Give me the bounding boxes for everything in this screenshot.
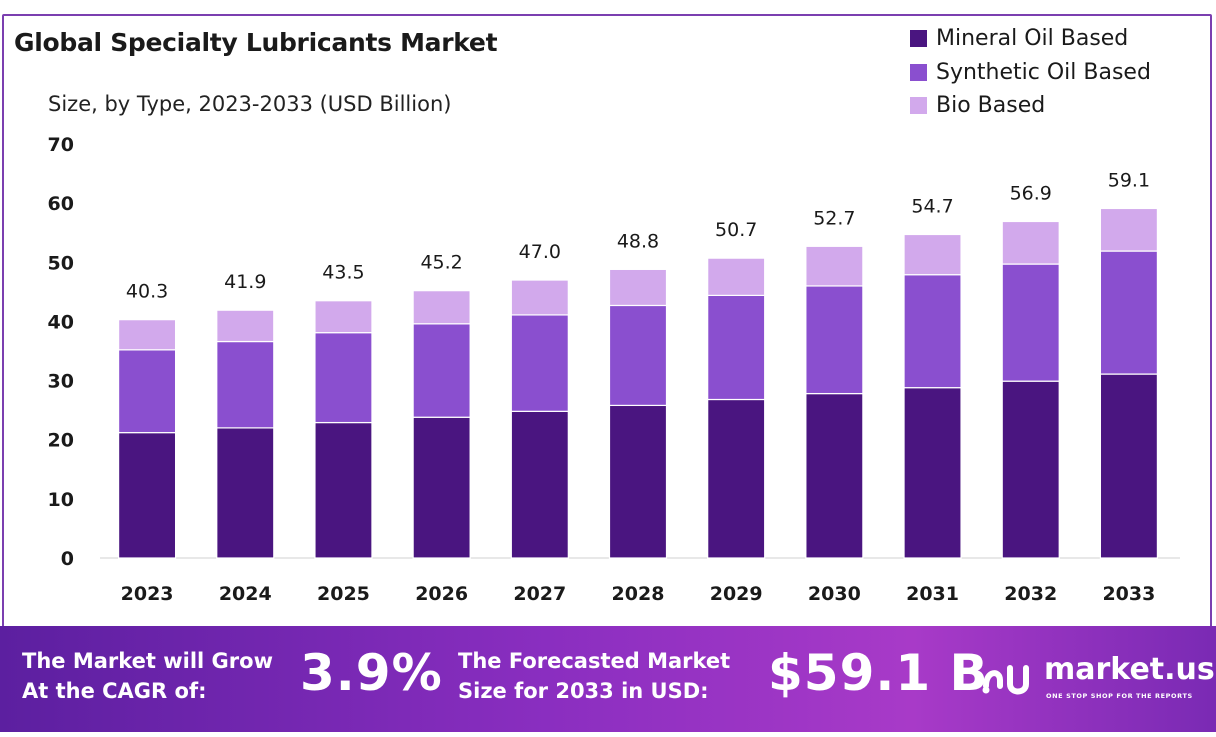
bar-segment-synthetic-oil-based: [1001, 263, 1060, 382]
bar-segment-synthetic-oil-based: [216, 340, 275, 429]
bar-total-label: 54.7: [911, 195, 953, 217]
x-tick-label: 2027: [513, 583, 566, 605]
bar-segment-mineral-oil-based: [412, 416, 471, 559]
legend-swatch-mineral: [910, 30, 927, 48]
cagr-caption: The Market will Grow At the CAGR of:: [22, 646, 302, 706]
bar-segment-mineral-oil-based: [1001, 380, 1060, 559]
bar-segment-synthetic-oil-based: [1099, 250, 1159, 375]
bar-segment-synthetic-oil-based: [608, 304, 668, 407]
x-tick-label: 2026: [415, 583, 468, 605]
bar-segment-mineral-oil-based: [707, 398, 766, 559]
bar-total-label: 47.0: [519, 241, 561, 263]
bar-total-label: 40.3: [126, 281, 168, 303]
y-tick-label: 10: [48, 489, 74, 511]
bar-segment-bio-based: [412, 290, 471, 325]
bar-segment-synthetic-oil-based: [805, 285, 864, 395]
x-tick-label: 2025: [317, 583, 370, 605]
legend-label-bio: Bio Based: [936, 93, 1046, 119]
bar-segment-mineral-oil-based: [805, 392, 864, 559]
bar-segment-mineral-oil-based: [117, 432, 177, 559]
x-tick-label: 2033: [1102, 583, 1155, 605]
y-tick-label: 0: [61, 548, 74, 570]
bar-segment-bio-based: [117, 319, 177, 351]
bar-segment-mineral-oil-based: [1099, 373, 1159, 559]
y-tick-label: 40: [48, 311, 74, 333]
bar-total-label: 59.1: [1108, 169, 1150, 191]
bar-segment-mineral-oil-based: [510, 410, 569, 559]
x-tick-label: 2029: [710, 583, 763, 605]
bar-segment-bio-based: [510, 279, 569, 316]
bar-segment-bio-based: [1001, 220, 1060, 265]
bar-total-label: 43.5: [322, 262, 364, 284]
y-tick-label: 50: [48, 252, 74, 274]
bar-segment-mineral-oil-based: [903, 387, 962, 559]
chart-legend: Mineral Oil Based Synthetic Oil Based Bi…: [910, 22, 1151, 123]
bar-segment-synthetic-oil-based: [412, 323, 471, 418]
x-tick-label: 2032: [1004, 583, 1057, 605]
y-tick-label: 20: [48, 430, 74, 452]
bar-total-label: 56.9: [1010, 182, 1052, 204]
forecast-caption-line2: Size for 2033 in USD:: [458, 679, 709, 703]
bar-total-label: 41.9: [224, 271, 266, 293]
y-tick-label: 60: [48, 193, 74, 215]
bar-segment-bio-based: [216, 309, 275, 343]
bar-segment-synthetic-oil-based: [314, 332, 373, 424]
x-tick-label: 2024: [219, 583, 272, 605]
bar-total-label: 48.8: [617, 230, 659, 252]
bar-segment-synthetic-oil-based: [903, 274, 962, 389]
bar-segment-mineral-oil-based: [216, 427, 275, 559]
bar-segment-bio-based: [805, 245, 864, 287]
legend-swatch-bio: [910, 97, 927, 115]
forecast-value: $59.1 B: [768, 644, 989, 702]
legend-swatch-synthetic: [910, 63, 927, 81]
cagr-caption-line1: The Market will Grow: [22, 649, 273, 673]
bar-segment-mineral-oil-based: [608, 404, 668, 559]
forecast-caption-line1: The Forecasted Market: [458, 649, 731, 673]
bar-segment-synthetic-oil-based: [707, 294, 766, 401]
legend-item-bio: Bio Based: [910, 89, 1151, 123]
bar-segment-bio-based: [707, 257, 766, 297]
forecast-caption: The Forecasted Market Size for 2033 in U…: [458, 646, 768, 706]
bar-total-label: 45.2: [420, 252, 462, 274]
bar-segment-bio-based: [903, 233, 962, 276]
bar-segment-synthetic-oil-based: [117, 349, 177, 434]
bar-segment-mineral-oil-based: [314, 421, 373, 559]
bar-total-label: 50.7: [715, 219, 757, 241]
chart-title: Global Specialty Lubricants Market: [14, 28, 498, 57]
market-us-logo-icon: [982, 665, 1029, 695]
x-tick-label: 2028: [612, 583, 665, 605]
legend-item-synthetic: Synthetic Oil Based: [910, 56, 1151, 90]
x-tick-label: 2030: [808, 583, 861, 605]
bar-total-label: 52.7: [813, 207, 855, 229]
cagr-value: 3.9%: [300, 644, 443, 702]
y-tick-label: 30: [48, 371, 74, 393]
x-tick-label: 2031: [906, 583, 959, 605]
bar-segment-bio-based: [608, 268, 668, 307]
summary-banner: The Market will Grow At the CAGR of: 3.9…: [0, 626, 1216, 732]
cagr-caption-line2: At the CAGR of:: [22, 679, 207, 703]
bar-segment-synthetic-oil-based: [510, 314, 569, 412]
bar-segment-bio-based: [314, 300, 373, 334]
chart-subtitle: Size, by Type, 2023-2033 (USD Billion): [48, 92, 452, 116]
x-tick-label: 2023: [121, 583, 174, 605]
logo-tagline: ONE STOP SHOP FOR THE REPORTS: [1046, 692, 1193, 700]
y-tick-label: 70: [48, 134, 74, 156]
legend-item-mineral: Mineral Oil Based: [910, 22, 1151, 56]
legend-label-mineral: Mineral Oil Based: [936, 26, 1129, 52]
bar-segment-bio-based: [1099, 207, 1159, 252]
legend-label-synthetic: Synthetic Oil Based: [936, 59, 1151, 85]
logo-name: market.us: [1044, 652, 1215, 687]
stacked-bar-chart: 01020304050607040.3202341.9202443.520254…: [48, 134, 1180, 605]
